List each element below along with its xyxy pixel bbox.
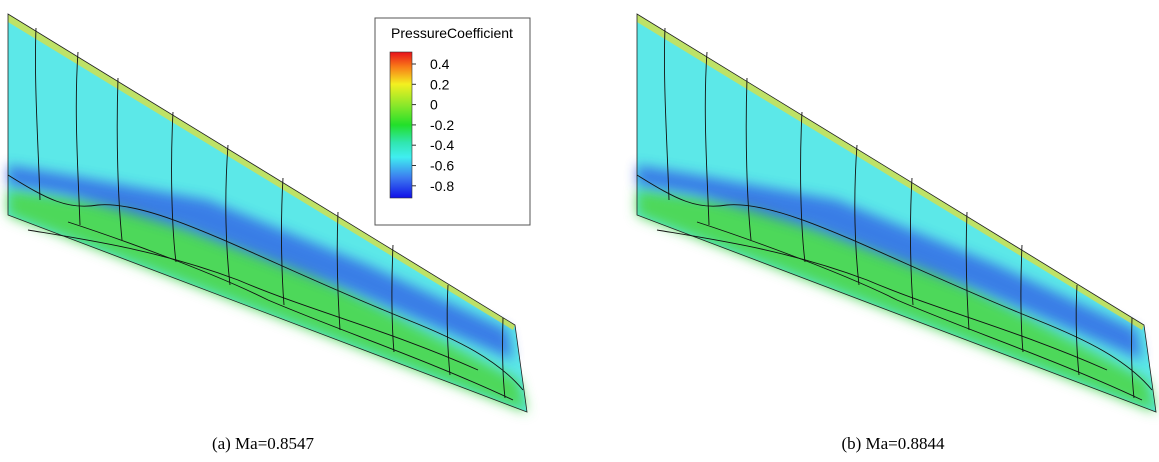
legend-label: -0.2 (430, 117, 454, 133)
legend-title: PressureCoefficient (391, 25, 513, 41)
legend-label: -0.4 (430, 137, 454, 153)
legend: PressureCoefficient 0.4 0.2 0 -0.2 -0.4 -0.6 -… (375, 18, 530, 225)
caption: (b) Ma=0.8844 (841, 434, 945, 453)
figure: PressureCoefficient 0.4 0.2 0 -0.2 -0.4 -0.6 -… (0, 0, 1159, 462)
colorbar (390, 52, 412, 198)
wing-surface-b (637, 14, 1156, 412)
legend-label: -0.6 (430, 158, 454, 174)
caption: (a) Ma=0.8547 (212, 434, 315, 453)
legend-label: -0.8 (430, 178, 454, 194)
legend-label: 0.2 (430, 76, 450, 92)
legend-label: 0 (430, 97, 438, 113)
legend-label: 0.4 (430, 56, 450, 72)
